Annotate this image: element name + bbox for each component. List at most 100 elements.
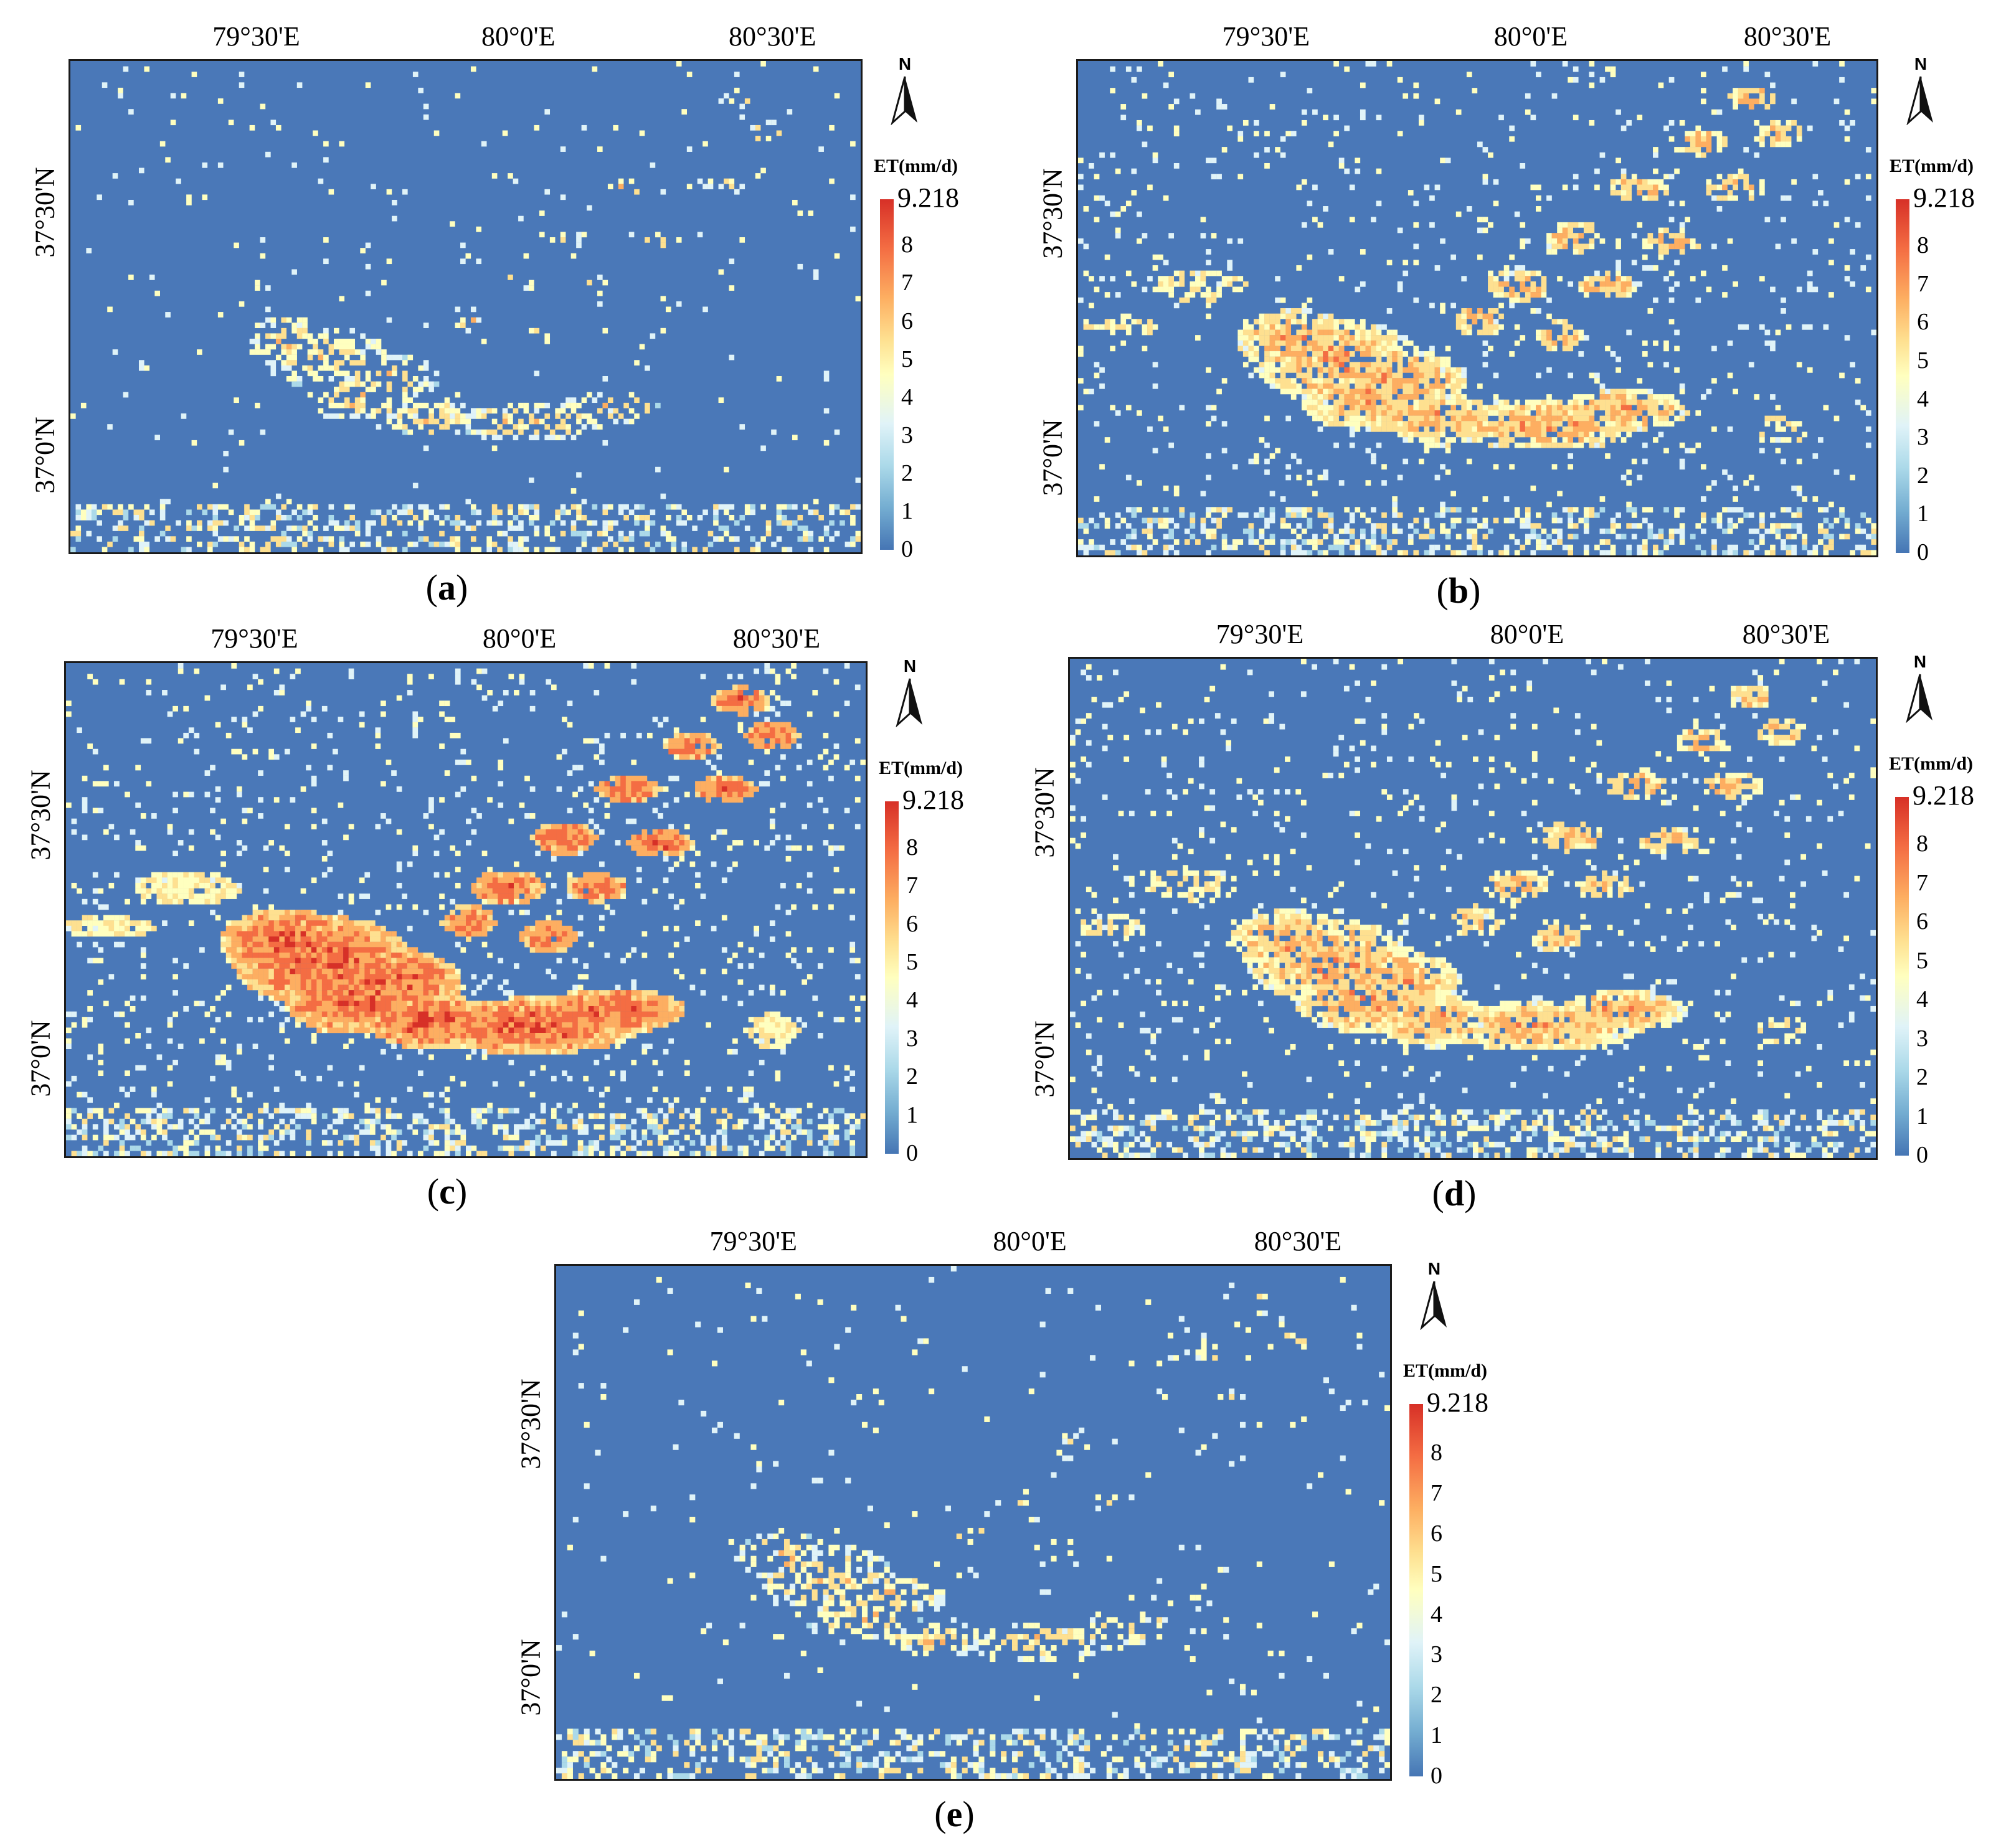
longitude-label: 79°30'E (1216, 619, 1304, 649)
legend-tick-label: 7 (1916, 869, 1928, 896)
legend-tick-label: 8 (1917, 232, 1929, 259)
legend-tick-label: 1 (1431, 1722, 1442, 1749)
legend-title: ET(mm/d) (1889, 753, 1973, 774)
caption-letter: c (439, 1171, 455, 1212)
legend-title: ET(mm/d) (1403, 1360, 1487, 1381)
legend-tick-label: 2 (906, 1063, 918, 1090)
caption-close: ) (456, 567, 468, 608)
north-label: N (898, 54, 912, 73)
et-raster-svg (1078, 61, 1876, 555)
legend-tick-label: 7 (906, 872, 918, 899)
panel-caption: (c) (427, 1171, 467, 1212)
et-raster (70, 61, 861, 552)
legend-tick-label: 6 (1916, 908, 1928, 935)
longitude-label: 80°30'E (732, 623, 821, 654)
legend-title: ET(mm/d) (1890, 156, 1974, 176)
caption-open: ( (427, 1171, 440, 1212)
et-map-c (64, 661, 868, 1158)
legend-tick-label: 6 (1431, 1520, 1442, 1547)
legend-tick-label: 2 (1917, 462, 1929, 489)
legend-colorbar (885, 801, 899, 1154)
legend-max-value: 9.218 (1427, 1387, 1488, 1418)
legend-tick-label: 1 (1916, 1103, 1928, 1129)
north-label: N (1427, 1259, 1441, 1278)
et-raster (1070, 659, 1876, 1158)
map-background (556, 1266, 1390, 1779)
et-map-a (69, 59, 863, 554)
legend-tick-label: 0 (901, 536, 913, 562)
legend-tick-label: 1 (906, 1101, 918, 1128)
et-raster-svg (66, 663, 866, 1156)
legend-tick-label: 4 (1431, 1601, 1442, 1628)
caption-open: ( (934, 1794, 947, 1834)
et-raster-svg (70, 61, 861, 552)
longitude-label: 80°0'E (1493, 21, 1568, 52)
caption-close: ) (1469, 570, 1481, 611)
legend-tick-label: 0 (906, 1140, 918, 1166)
latitude-label: 37°0'N (25, 1020, 56, 1098)
legend-tick-label: 8 (1431, 1440, 1442, 1466)
north-arrow-icon: N (1902, 54, 1939, 125)
latitude-label: 37°30'N (1037, 168, 1068, 259)
latitude-label: 37°0'N (1029, 1021, 1060, 1098)
legend-colorbar (1409, 1404, 1423, 1776)
legend-tick-label: 5 (901, 346, 913, 372)
legend-tick-label: 5 (1431, 1560, 1442, 1587)
legend-tick-label: 3 (1917, 424, 1929, 451)
legend-tick-label: 5 (906, 948, 918, 975)
legend-tick-label: 2 (1916, 1064, 1928, 1091)
et-raster (66, 663, 866, 1156)
legend-tick-label: 4 (1917, 385, 1929, 412)
latitude-label: 37°0'N (515, 1639, 546, 1716)
legend-tick-label: 6 (901, 308, 913, 334)
north-arrow-icon: N (1901, 652, 1939, 723)
et-map-d (1068, 657, 1878, 1160)
et-map-e (554, 1264, 1392, 1781)
legend-max-value: 9.218 (1913, 780, 1974, 811)
legend-tick-label: 0 (1916, 1142, 1928, 1168)
latitude-label: 37°30'N (515, 1379, 546, 1469)
legend-tick-label: 8 (901, 232, 913, 258)
caption-letter: b (1448, 570, 1469, 611)
legend-tick-label: 0 (1917, 539, 1929, 565)
caption-close: ) (962, 1794, 975, 1834)
longitude-label: 79°30'E (211, 623, 298, 654)
panel-caption: (d) (1432, 1172, 1477, 1214)
legend-max-value: 9.218 (897, 182, 959, 213)
longitude-label: 80°30'E (729, 21, 816, 52)
longitude-label: 80°30'E (1742, 619, 1830, 649)
legend-tick-label: 4 (901, 384, 913, 410)
legend-tick-label: 3 (906, 1025, 918, 1052)
latitude-label: 37°30'N (25, 770, 56, 861)
legend-tick-label: 8 (906, 834, 918, 860)
et-raster-svg (556, 1266, 1390, 1779)
longitude-label: 80°30'E (1254, 1226, 1342, 1256)
longitude-label: 80°0'E (482, 623, 557, 654)
legend-tick-label: 2 (1431, 1682, 1442, 1709)
longitude-label: 79°30'E (1222, 21, 1310, 52)
legend-tick-label: 7 (1431, 1479, 1442, 1506)
legend-max-value: 9.218 (902, 785, 964, 815)
legend-title: ET(mm/d) (879, 758, 963, 778)
north-arrow-icon: N (886, 54, 924, 125)
legend-tick-label: 4 (906, 987, 918, 1014)
map-background (70, 61, 861, 552)
legend-tick-label: 1 (1917, 501, 1929, 527)
legend-tick-label: 1 (901, 497, 913, 524)
caption-close: ) (455, 1171, 468, 1212)
north-arrow-icon: N (1416, 1259, 1453, 1330)
longitude-label: 79°30'E (709, 1226, 797, 1256)
legend-tick-label: 5 (1917, 347, 1929, 374)
et-map-b (1076, 59, 1878, 557)
legend-tick-label: 3 (1916, 1025, 1928, 1052)
legend-title: ET(mm/d) (874, 156, 958, 176)
legend-tick-label: 3 (901, 422, 913, 448)
legend-tick-label: 3 (1431, 1641, 1442, 1668)
latitude-label: 37°30'N (29, 167, 60, 258)
legend-tick-label: 2 (901, 460, 913, 486)
legend-tick-label: 0 (1431, 1763, 1442, 1789)
legend-colorbar (1896, 199, 1909, 553)
legend-colorbar (880, 199, 894, 550)
north-label: N (903, 656, 917, 676)
legend-tick-label: 7 (901, 270, 913, 296)
